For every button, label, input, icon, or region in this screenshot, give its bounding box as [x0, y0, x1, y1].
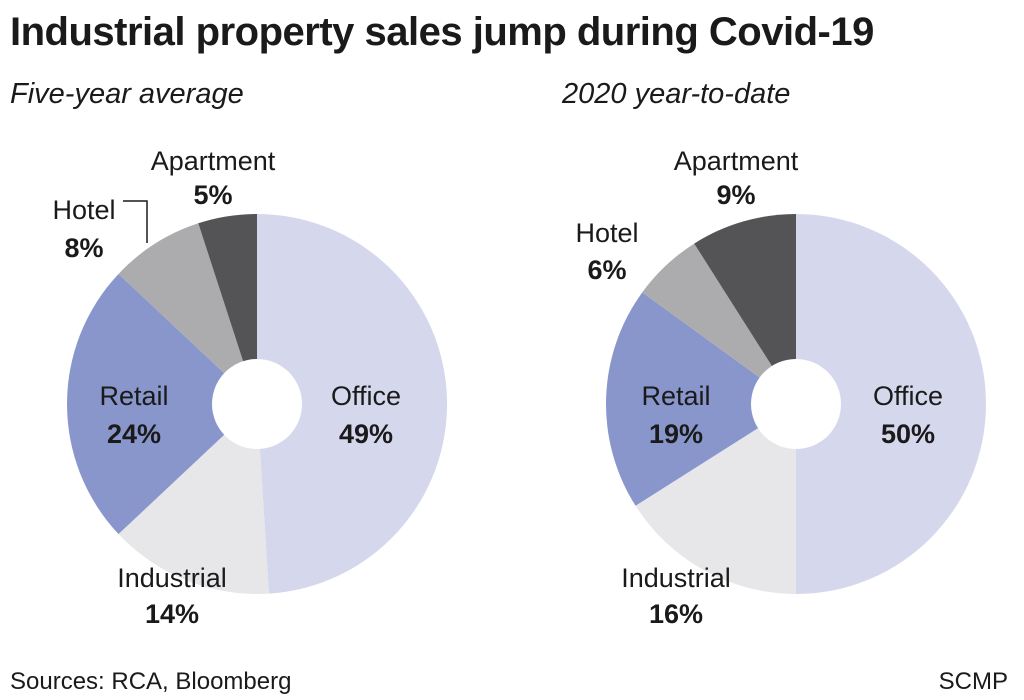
- right-chart-subtitle: 2020 year-to-date: [562, 78, 791, 110]
- right-label-industrial: Industrial: [621, 563, 731, 593]
- left-label-apartment: Apartment: [151, 146, 276, 176]
- right-value-hotel: 6%: [587, 255, 626, 285]
- left-value-industrial: 14%: [145, 599, 199, 629]
- right-value-industrial: 16%: [649, 599, 703, 629]
- left-pie-slice-apartment: [198, 214, 257, 404]
- right-pie-slice-retail: [606, 292, 796, 506]
- left-label-office: Office: [331, 381, 401, 411]
- left-value-office: 49%: [339, 419, 393, 449]
- left-pie-slice-office: [257, 213, 448, 594]
- left-pie-slice-hotel: [118, 223, 257, 404]
- right-pie-slice-hotel: [642, 243, 796, 404]
- left-label-hotel: Hotel: [52, 195, 115, 225]
- left-pie-hole: [212, 359, 302, 449]
- sources-note: Sources: RCA, Bloomberg: [10, 668, 292, 695]
- right-label-retail: Retail: [641, 381, 710, 411]
- right-label-apartment: Apartment: [674, 146, 799, 176]
- right-value-apartment: 9%: [716, 180, 755, 210]
- right-label-hotel: Hotel: [575, 218, 638, 248]
- left-label-industrial: Industrial: [117, 563, 227, 593]
- left-hotel-leader-line: [123, 200, 148, 243]
- left-chart-subtitle: Five-year average: [10, 78, 244, 110]
- right-pie-hole: [751, 359, 841, 449]
- chart-title: Industrial property sales jump during Co…: [10, 10, 874, 54]
- right-pie-slice-office: [796, 214, 986, 594]
- right-pie-slice-apartment: [694, 214, 796, 404]
- left-pie-slice-retail: [67, 273, 257, 535]
- right-value-office: 50%: [881, 419, 935, 449]
- left-label-retail: Retail: [99, 381, 168, 411]
- left-value-apartment: 5%: [193, 180, 232, 210]
- left-value-retail: 24%: [107, 419, 161, 449]
- left-value-hotel: 8%: [64, 233, 103, 263]
- right-value-retail: 19%: [649, 419, 703, 449]
- right-pie-slice-industrial: [635, 404, 796, 594]
- right-label-office: Office: [873, 381, 943, 411]
- publisher-credit: SCMP: [938, 668, 1008, 695]
- left-pie-slice-industrial: [118, 404, 269, 595]
